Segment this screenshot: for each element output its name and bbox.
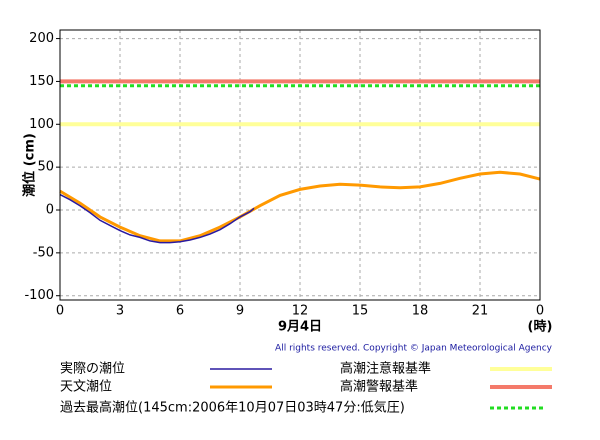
x-tick-label: 15: [352, 304, 369, 319]
y-tick-label: 100: [29, 117, 54, 132]
x-axis-label: 9月4日: [278, 320, 322, 335]
x-tick-label: 9: [236, 304, 244, 319]
y-tick-label: 50: [37, 160, 54, 175]
x-tick-label: 0: [536, 304, 544, 319]
x-tick-label: 3: [116, 304, 124, 319]
x-tick-label: 12: [292, 304, 309, 319]
x-tick-label: 21: [472, 304, 489, 319]
y-tick-label: 0: [46, 203, 54, 218]
legend-label: 高潮警報基準: [340, 379, 418, 395]
data-line: [59, 193, 255, 244]
x-tick-label: 6: [176, 304, 184, 319]
x-tick-label: 0: [56, 304, 64, 319]
copyright: All rights reserved. Copyright © Japan M…: [275, 344, 553, 354]
legend-label: 実際の潮位: [60, 361, 125, 377]
legend-label: 高潮注意報基準: [340, 361, 431, 377]
y-tick-label: 200: [29, 31, 54, 46]
legend-label: 過去最高潮位(145cm:2006年10月07日03時47分:低気圧): [60, 400, 405, 416]
x-tick-label: 18: [412, 304, 429, 319]
data-line: [59, 170, 541, 243]
y-tick-label: -100: [24, 288, 54, 303]
y-tick-label: -50: [33, 245, 54, 260]
y-tick-label: 150: [29, 74, 54, 89]
y-axis-label: 潮位 (cm): [22, 133, 38, 197]
x-axis-unit: (時): [528, 319, 553, 335]
legend-label: 天文潮位: [60, 380, 112, 395]
plot-border: [59, 29, 541, 301]
